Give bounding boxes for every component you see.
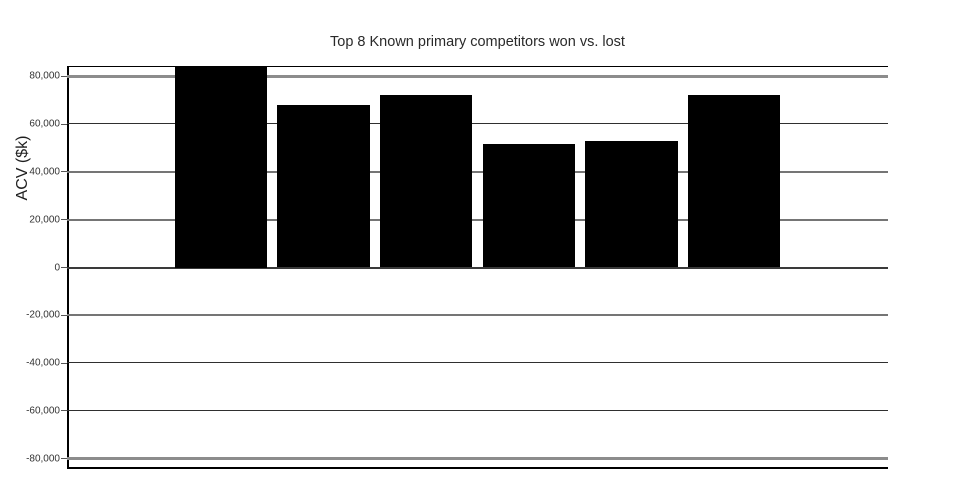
y-axis-line: [67, 66, 69, 469]
plot-area[interactable]: 80,000 60,000 40,000 20,000 0 -20,000 -40,000 -…: [26, 66, 888, 469]
y-tick-mark: [61, 314, 67, 316]
y-tick-label: 0: [54, 262, 60, 273]
y-tick-mark: [61, 219, 67, 221]
bar[interactable]: [380, 95, 473, 268]
bar[interactable]: [174, 66, 268, 268]
y-tick-mark: [61, 171, 67, 173]
y-tick-mark: [61, 410, 67, 412]
y-tick-mark: [61, 458, 67, 460]
gridline: [67, 457, 888, 461]
y-tick-label: -60,000: [26, 405, 60, 417]
plot-border-top: [67, 66, 888, 67]
bar[interactable]: [687, 95, 781, 268]
y-tick-mark: [61, 123, 67, 125]
gridline: [67, 314, 888, 317]
y-tick-mark: [61, 75, 67, 77]
gridline: [67, 362, 888, 364]
chart-title: Top 8 Known primary competitors won vs. …: [330, 34, 625, 50]
y-tick-label: -40,000: [26, 357, 60, 369]
y-tick-label: 40,000: [29, 166, 60, 178]
gridline: [67, 409, 888, 411]
y-tick-label: -20,000: [26, 309, 60, 321]
bar[interactable]: [277, 105, 370, 268]
bar[interactable]: [482, 144, 575, 268]
y-tick-mark: [61, 362, 67, 364]
bar[interactable]: [585, 140, 678, 268]
y-tick-label: -80,000: [26, 453, 60, 465]
y-tick-label: 80,000: [29, 70, 60, 82]
x-axis-line: [67, 467, 888, 469]
y-tick-mark: [61, 267, 67, 268]
y-tick-label: 20,000: [29, 214, 60, 226]
y-tick-label: 60,000: [29, 118, 60, 130]
